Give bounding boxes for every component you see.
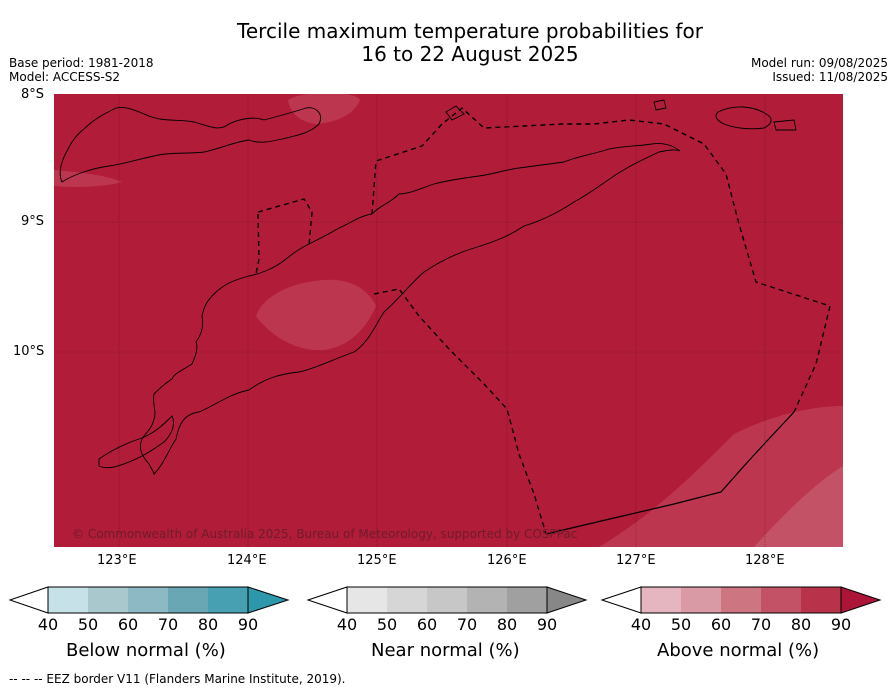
model-run: Model run: 09/08/2025 xyxy=(750,56,888,70)
legend-above-tick: 40 xyxy=(630,615,652,634)
zone-70-southeast xyxy=(754,466,843,547)
lon-label-124e: 124°E xyxy=(227,553,267,568)
legend-near-swatch-60 xyxy=(427,587,467,613)
lon-label-127e: 127°E xyxy=(616,553,656,568)
zone-80-west xyxy=(54,170,122,187)
legend-near-arrow-left xyxy=(306,586,348,614)
lat-label-10s: 10°S xyxy=(13,344,45,359)
legend-above-swatch-50 xyxy=(681,587,721,613)
legend-below-swatch-80 xyxy=(208,587,248,613)
title-line-1: Tercile maximum temperature probabilitie… xyxy=(237,19,703,43)
legend-below xyxy=(8,586,290,614)
graticule xyxy=(54,94,843,547)
zone-80-north xyxy=(288,94,360,124)
legend-near-swatch-70 xyxy=(467,587,507,613)
eez-solid-border xyxy=(545,411,795,535)
eez-north-west xyxy=(255,198,313,275)
legend-near xyxy=(306,586,588,614)
legend-above-tick: 70 xyxy=(750,615,772,634)
legend-near-swatch-40 xyxy=(347,587,387,613)
legend-above-swatch-70 xyxy=(761,587,801,613)
lon-label-128e: 128°E xyxy=(745,553,785,568)
coastlines xyxy=(59,99,797,476)
legend-near-tick: 40 xyxy=(336,615,358,634)
legend-above-title: Above normal (%) xyxy=(657,640,820,661)
legend-below-swatch-70 xyxy=(168,587,208,613)
eez-south xyxy=(373,288,547,535)
base-period: Base period: 1981-2018 xyxy=(9,56,154,70)
legend-above-swatch-60 xyxy=(721,587,761,613)
legend-near-title: Near normal (%) xyxy=(371,640,520,661)
zone-80-central xyxy=(256,279,376,351)
legend-near-swatch-50 xyxy=(387,587,427,613)
legend-below-arrow-left xyxy=(8,586,49,614)
lat-label-8s: 8°S xyxy=(21,87,45,102)
legend-below-tick: 60 xyxy=(117,615,139,634)
legend-near-tick: 50 xyxy=(376,615,398,634)
timor-coastline xyxy=(139,143,681,476)
alor-coastline xyxy=(59,106,321,183)
copyright-text: © Commonwealth of Australia 2025, Bureau… xyxy=(72,527,578,541)
legend-above-swatch-40 xyxy=(641,587,681,613)
legend-below-tick: 40 xyxy=(37,615,59,634)
lat-label-9s: 9°S xyxy=(21,214,45,229)
legend-below-tick: 90 xyxy=(237,615,259,634)
eez-north xyxy=(371,107,831,413)
legend-below-arrow-right xyxy=(247,586,290,614)
model-name: Model: ACCESS-S2 xyxy=(9,70,121,84)
legend-bars xyxy=(8,586,882,614)
legend-near-tick: 70 xyxy=(456,615,478,634)
legend-above-arrow-left xyxy=(600,586,642,614)
legend-near-swatch-80 xyxy=(507,587,547,613)
legend-above xyxy=(600,586,882,614)
rote-coastline xyxy=(98,415,175,469)
legend-above-tick: 50 xyxy=(670,615,692,634)
legend-below-tick: 70 xyxy=(157,615,179,634)
legend-below-tick: 80 xyxy=(197,615,219,634)
meta-left: Base period: 1981-2018 Model: ACCESS-S2 xyxy=(9,56,154,84)
legend-near-tick: 90 xyxy=(536,615,558,634)
legend-above-swatch-80 xyxy=(801,587,841,613)
island-small-2 xyxy=(773,119,797,131)
legend-near-arrow-right xyxy=(546,586,588,614)
legend-below-tick: 50 xyxy=(77,615,99,634)
legend-above-arrow-right xyxy=(840,586,882,614)
probability-map xyxy=(54,94,843,547)
lon-label-125e: 125°E xyxy=(357,553,397,568)
lon-label-126e: 126°E xyxy=(487,553,527,568)
eez-borders xyxy=(255,107,831,535)
lon-label-123e: 123°E xyxy=(97,553,137,568)
wetar-coastline xyxy=(715,106,772,130)
zone-80-southeast xyxy=(599,406,843,547)
legend-below-swatch-40 xyxy=(48,587,88,613)
map-title: Tercile maximum temperature probabilitie… xyxy=(0,20,896,66)
island-small-3 xyxy=(445,105,465,121)
legend-below-title: Below normal (%) xyxy=(66,640,226,661)
legend-above-tick: 80 xyxy=(790,615,812,634)
legend-near-tick: 60 xyxy=(416,615,438,634)
legend-above-tick: 90 xyxy=(830,615,852,634)
legend-below-swatch-60 xyxy=(128,587,168,613)
issued-date: Issued: 11/08/2025 xyxy=(772,70,888,84)
legend-below-swatch-50 xyxy=(88,587,128,613)
meta-right: Model run: 09/08/2025 Issued: 11/08/2025 xyxy=(751,56,888,84)
legend-above-tick: 60 xyxy=(710,615,732,634)
legend-near-tick: 80 xyxy=(496,615,518,634)
eez-border-note: -- -- -- EEZ border V11 (Flanders Marine… xyxy=(9,672,346,686)
title-line-2: 16 to 22 August 2025 xyxy=(361,42,579,66)
island-small-1 xyxy=(653,99,667,111)
